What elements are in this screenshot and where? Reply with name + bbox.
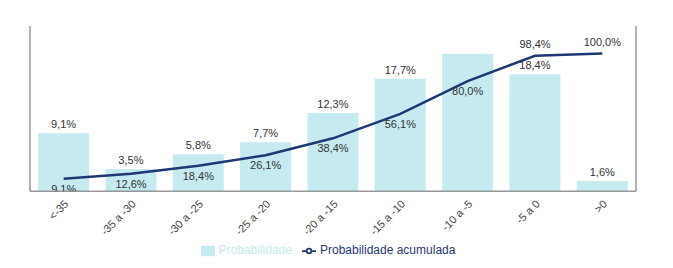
svg-text:18,4%: 18,4% xyxy=(183,170,214,182)
svg-text:17,7%: 17,7% xyxy=(385,64,416,76)
svg-text:56,1%: 56,1% xyxy=(385,118,416,130)
svg-text:-20 a -15: -20 a -15 xyxy=(300,198,340,238)
svg-text:-10 a -5: -10 a -5 xyxy=(439,198,474,233)
html-text:Probabilidade: Probabilidade xyxy=(218,243,292,258)
svg-text:<-35: <-35 xyxy=(46,198,70,222)
svg-text:12,3%: 12,3% xyxy=(317,98,348,110)
svg-text:5,8%: 5,8% xyxy=(186,139,211,151)
svg-text:-5 a 0: -5 a 0 xyxy=(514,198,542,226)
svg-text:98,4%: 98,4% xyxy=(519,38,550,50)
svg-text:-25 a -20: -25 a -20 xyxy=(233,198,273,238)
svg-text:-30 a -25: -30 a -25 xyxy=(166,198,206,238)
svg-text:80,0%: 80,0% xyxy=(452,85,483,97)
svg-text:12,6%: 12,6% xyxy=(115,178,146,190)
html-text:Probabilidade acumulada: Probabilidade acumulada xyxy=(320,243,456,258)
svg-text:18,4%: 18,4% xyxy=(519,59,550,71)
svg-text:3,5%: 3,5% xyxy=(118,154,143,166)
svg-text:-35 a -30: -35 a -30 xyxy=(98,198,138,238)
svg-text:-15 a -10: -15 a -10 xyxy=(368,198,408,238)
svg-text:1,6%: 1,6% xyxy=(590,166,615,178)
svg-text:9,1%: 9,1% xyxy=(51,183,76,192)
svg-text:38,4%: 38,4% xyxy=(317,142,348,154)
svg-text:7,7%: 7,7% xyxy=(253,127,278,139)
svg-text:26,1%: 26,1% xyxy=(250,159,281,171)
svg-text:100,0%: 100,0% xyxy=(584,36,622,48)
svg-text:>0: >0 xyxy=(592,198,609,215)
svg-text:9,1%: 9,1% xyxy=(51,118,76,130)
